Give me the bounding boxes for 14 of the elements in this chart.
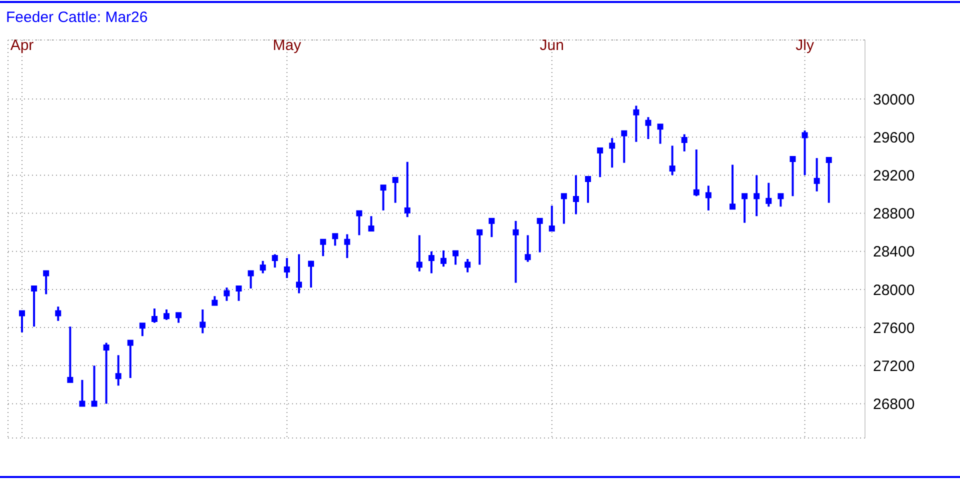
y-tick-label: 28000 — [873, 282, 915, 299]
y-tick-label: 29600 — [873, 129, 915, 146]
x-tick-label: Jly — [796, 37, 814, 54]
x-tick-label: Jun — [540, 37, 564, 54]
y-tick-label: 28400 — [873, 244, 915, 261]
y-tick-label: 27200 — [873, 358, 915, 375]
y-tick-label: 29200 — [873, 168, 915, 185]
y-tick-label: 26800 — [873, 396, 915, 414]
y-tick-label: 30000 — [873, 91, 915, 108]
y-tick-label: 28800 — [873, 206, 915, 223]
x-tick-label: May — [272, 37, 302, 54]
chart-title: Feeder Cattle: Mar26 — [6, 9, 148, 26]
y-tick-label: 27600 — [873, 320, 915, 337]
x-tick-label: Apr — [10, 37, 34, 54]
